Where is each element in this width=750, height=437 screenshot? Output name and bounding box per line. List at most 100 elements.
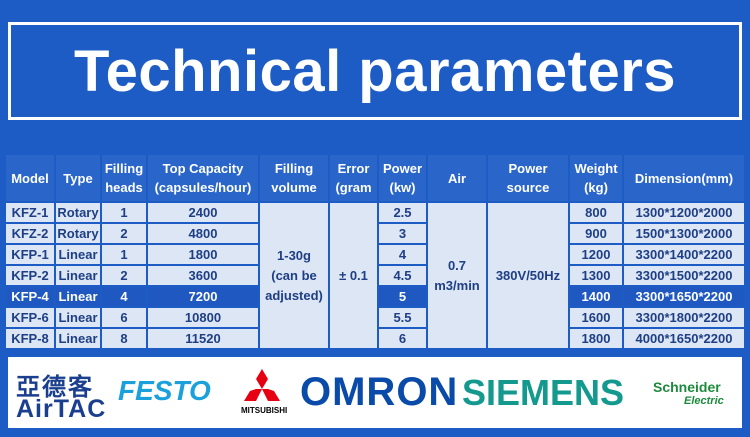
logo-mitsubishi: MITSUBISHI <box>241 406 288 415</box>
header-cell: Error (gram <box>330 155 377 201</box>
header-cell: Type <box>56 155 100 201</box>
table-cell: 3600 <box>148 266 258 285</box>
table-cell: KFP-8 <box>6 329 54 348</box>
logo-airtac: AirTAC <box>16 395 107 423</box>
table-row: KFP-8 Linear 8 11520 6 1800 4000*1650*2200 <box>6 329 744 348</box>
cell-line: Power <box>508 161 548 176</box>
header-cell: Model <box>6 155 54 201</box>
cell-line: Model <box>11 170 49 186</box>
logo-omron: OMRON <box>300 370 459 414</box>
table-row: KFP-2 Linear 2 3600 4.5 1300 3300*1500*2200 <box>6 266 744 285</box>
table-cell: 8 <box>102 329 146 348</box>
table-cell: 1300*1200*2000 <box>624 203 744 222</box>
header-cell: Filling volume <box>260 155 328 201</box>
header-cell: Top Capacity (capsules/hour) <box>148 155 258 201</box>
table-row: KFZ-1 Rotary 1 2400 1-30g (can be adjusted) ± 0… <box>6 203 744 348</box>
cell-line: m3/min <box>434 277 480 293</box>
header-row: Model Type Filling heads Top Capacity (capsul… <box>6 155 744 201</box>
table-cell: KFZ-2 <box>6 224 54 243</box>
table-row: KFZ-2 Rotary 2 4800 3 900 1500*1300*2000 <box>6 224 744 243</box>
table-cell: KFP-1 <box>6 245 54 264</box>
cell-line: (kg) <box>584 180 608 195</box>
cell-line: Air <box>447 170 467 186</box>
cell-line: Weight <box>574 161 618 176</box>
header-cell: Air <box>428 155 486 201</box>
table-cell: Linear <box>56 308 100 327</box>
table-cell: 900 <box>570 224 622 243</box>
table-cell: 3 <box>379 224 426 243</box>
cell-line: (kw) <box>389 180 416 195</box>
table-cell: 1 <box>102 245 146 264</box>
cell-line: volume <box>271 180 317 195</box>
table-cell: 1 <box>102 203 146 222</box>
table-cell: 7200 <box>148 287 258 306</box>
header-cell: Power (kw) <box>379 155 426 201</box>
table-cell: KFP-6 <box>6 308 54 327</box>
table-cell: Linear <box>56 266 100 285</box>
title: Technical parameters <box>73 38 677 104</box>
table-row: KFP-6 Linear 6 10800 5.5 1600 3300*1800*2200 <box>6 308 744 327</box>
table-row: KFP-1 Linear 1 1800 4 1200 3300*1400*2200 <box>6 245 744 264</box>
header-cell: Power source <box>488 155 568 201</box>
table-cell: 4000*1650*2200 <box>624 329 744 348</box>
cell-line: Dimension(mm) <box>634 170 734 186</box>
header-cell: Weight (kg) <box>570 155 622 201</box>
table-cell: Linear <box>56 287 100 306</box>
table-cell: 3300*1650*2200 <box>624 287 744 306</box>
table-cell: 5 <box>379 287 426 306</box>
table-cell: 800 <box>570 203 622 222</box>
parameters-table: Model Type Filling heads Top Capacity (capsul… <box>4 153 746 350</box>
cell-line: (can be <box>271 267 317 283</box>
table-cell: KFP-2 <box>6 266 54 285</box>
logo-festo: FESTO <box>118 375 211 406</box>
merged-cell: 0.7 m3/min <box>428 203 486 348</box>
cell-line: Power <box>382 161 422 176</box>
table-cell: 6 <box>379 329 426 348</box>
table-cell: Rotary <box>56 224 100 243</box>
table-cell: 1200 <box>570 245 622 264</box>
table-cell: KFZ-1 <box>6 203 54 222</box>
table-cell: 2400 <box>148 203 258 222</box>
table-cell: 11520 <box>148 329 258 348</box>
table-cell: 1500*1300*2000 <box>624 224 744 243</box>
table-cell: 2 <box>102 224 146 243</box>
cell-line: 0.7 <box>447 257 467 273</box>
mitsubishi-mark <box>244 369 280 401</box>
cell-line: Filling <box>274 161 314 176</box>
table-cell: 6 <box>102 308 146 327</box>
table-cell: 1800 <box>148 245 258 264</box>
table-cell: 1400 <box>570 287 622 306</box>
table-cell: 3300*1800*2200 <box>624 308 744 327</box>
title-banner: Technical parameters <box>8 22 742 120</box>
cell-line: Top Capacity <box>162 161 244 176</box>
cell-line: (capsules/hour) <box>154 180 252 195</box>
table-cell: 3300*1400*2200 <box>624 245 744 264</box>
cell-line: Type <box>63 170 93 186</box>
table-cell: 2.5 <box>379 203 426 222</box>
cell-line: Filling <box>104 161 144 176</box>
merged-cell: ± 0.1 <box>330 203 377 348</box>
cell-line: adjusted) <box>265 287 323 303</box>
table-cell: 4 <box>102 287 146 306</box>
merged-cell: 380V/50Hz <box>488 203 568 348</box>
table-cell: 1300 <box>570 266 622 285</box>
table-cell: 2 <box>102 266 146 285</box>
table-cell: 10800 <box>148 308 258 327</box>
logo-electric: Electric <box>684 395 724 407</box>
table-cell: Linear <box>56 329 100 348</box>
table-cell: 5.5 <box>379 308 426 327</box>
table-cell: 1800 <box>570 329 622 348</box>
table-cell: Linear <box>56 245 100 264</box>
table-row: KFP-4 Linear 4 7200 5 1400 3300*1650*2200 <box>6 287 744 306</box>
header-cell: Filling heads <box>102 155 146 201</box>
cell-line: (gram <box>335 180 372 195</box>
table-cell: 4 <box>379 245 426 264</box>
table-body: KFZ-1 Rotary 1 2400 1-30g (can be adjusted) ± 0… <box>6 203 744 348</box>
logo-siemens: SIEMENS <box>462 372 625 413</box>
table-cell: 3300*1500*2200 <box>624 266 744 285</box>
table-cell: KFP-4 <box>6 287 54 306</box>
table-cell: Rotary <box>56 203 100 222</box>
logo-strip: 亞德客 AirTAC FESTO MITSUBISHI OMRON SIEMEN… <box>8 357 742 428</box>
cell-line: heads <box>105 180 143 195</box>
cell-line: Error <box>337 161 370 176</box>
